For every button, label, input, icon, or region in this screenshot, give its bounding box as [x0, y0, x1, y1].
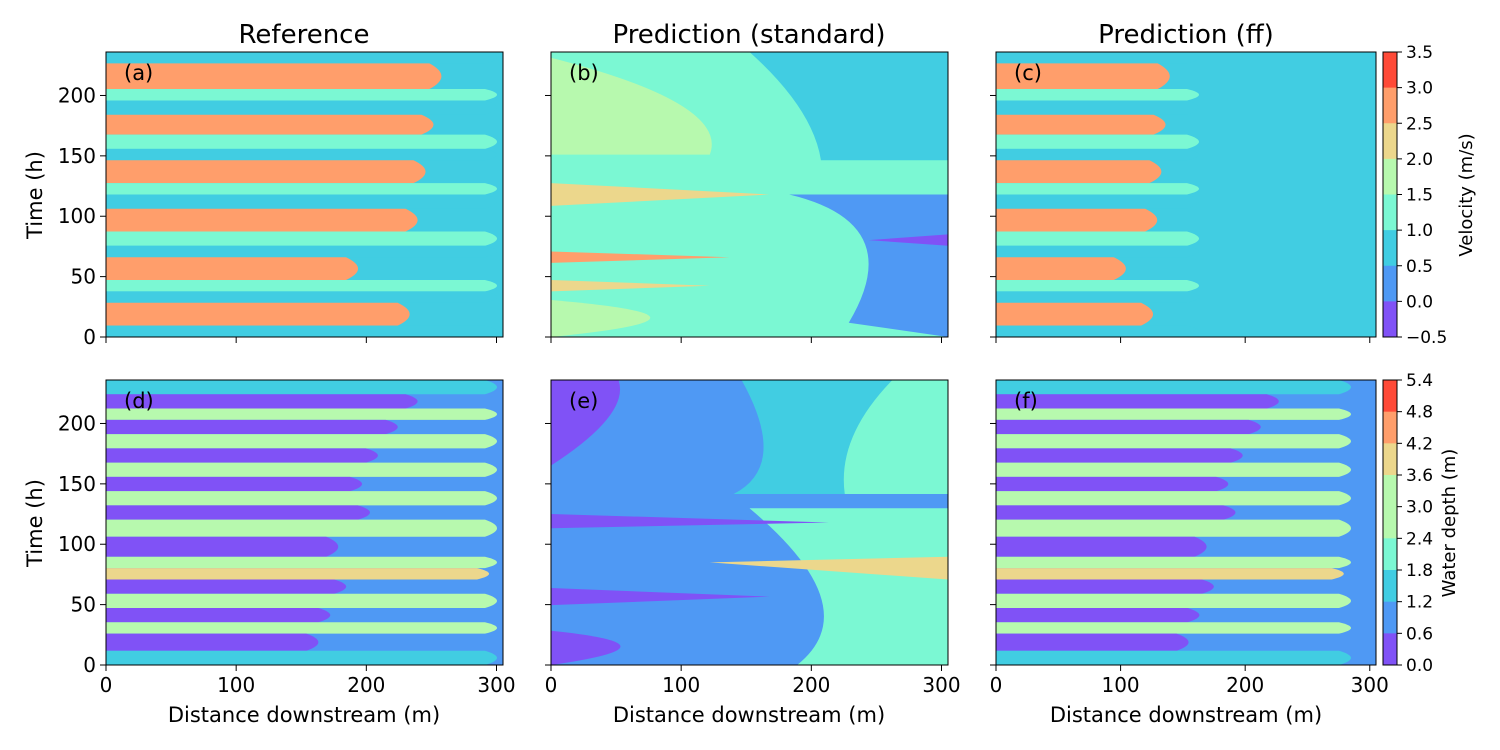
colorbar-tick-label: 5.4	[1406, 371, 1433, 391]
plot-frame	[995, 379, 1377, 666]
y-axis-label-top: Time (h)	[23, 151, 47, 240]
colorbar-label-velocity: Velocity (m/s)	[1456, 133, 1477, 256]
plot-frame	[105, 379, 504, 666]
x-tick-label: 0	[990, 673, 1003, 697]
x-tick-label: 100	[217, 673, 255, 697]
panel-label: (a)	[124, 61, 153, 85]
colorbar-segment	[1383, 194, 1397, 231]
colorbar-tick-label: 3.0	[1406, 79, 1433, 99]
y-tick-label: 0	[83, 325, 96, 349]
colorbar-segment	[1383, 443, 1397, 476]
colorbar-tick-label: 2.4	[1406, 529, 1433, 549]
x-tick-label: 200	[347, 673, 385, 697]
panel-a: (a) 0 50 100 150 200	[58, 51, 504, 349]
y-tick-label: 100	[58, 204, 96, 228]
colorbar-segment	[1383, 265, 1397, 302]
x-axis-label-d: Distance downstream (m)	[168, 703, 440, 727]
panel-b: (b)	[545, 51, 949, 343]
colorbar-tick-label: 2.5	[1406, 114, 1433, 134]
plot-frame	[105, 51, 504, 338]
y-axis-label-bottom: Time (h)	[23, 479, 47, 568]
panel-label: (f)	[1014, 389, 1038, 413]
x-tick-label: 300	[1351, 673, 1389, 697]
y-tick-label: 50	[71, 593, 96, 617]
column-title-reference: Reference	[239, 20, 370, 50]
colorbar-tick-label: 3.0	[1406, 498, 1433, 518]
x-tick-label: 0	[545, 673, 558, 697]
colorbar-tick-label: 1.2	[1406, 593, 1433, 613]
colorbar-tick-label: 0.6	[1406, 624, 1433, 644]
colorbar-segment	[1383, 475, 1397, 508]
colorbar-tick-label: 4.8	[1406, 403, 1433, 423]
y-tick-label: 150	[58, 472, 96, 496]
colorbar-segment	[1383, 570, 1397, 603]
colorbar-segment	[1383, 301, 1397, 338]
colorbar-frame	[1382, 379, 1398, 666]
column-title-ff: Prediction (ff)	[1098, 20, 1274, 50]
colorbar-tick-label: 3.6	[1406, 466, 1433, 486]
colorbar-tick-label: 3.5	[1406, 43, 1433, 63]
column-title-standard: Prediction (standard)	[612, 20, 885, 50]
x-tick-label: 100	[1101, 673, 1139, 697]
colorbar-segment	[1383, 411, 1397, 444]
colorbar-label-depth: Water depth (m)	[1439, 449, 1460, 598]
colorbar-tick-label: 1.0	[1406, 221, 1433, 241]
colorbar-tick-label: 0.5	[1406, 257, 1433, 277]
y-tick-label: 100	[58, 532, 96, 556]
colorbar-tick-label: 1.5	[1406, 186, 1433, 206]
colorbar-tick-label: −0.5	[1406, 328, 1447, 348]
y-tick-label: 200	[58, 411, 96, 435]
plot-frame	[550, 379, 949, 666]
colorbar-tick-label: 1.8	[1406, 561, 1433, 581]
y-tick-label: 0	[83, 653, 96, 677]
colorbar-segment	[1383, 230, 1397, 267]
panel-e: (e) 0 100 200 300	[545, 379, 961, 697]
panel-label: (b)	[569, 61, 599, 85]
panel-f: (f) 0 100 200 300	[990, 379, 1389, 697]
y-tick-label: 200	[58, 83, 96, 107]
colorbar-segment	[1383, 158, 1397, 195]
colorbar-segment	[1383, 633, 1397, 666]
colorbar-segment	[1383, 52, 1397, 89]
colorbar-segment	[1383, 538, 1397, 571]
x-tick-label: 200	[1226, 673, 1264, 697]
panel-d: (d) 0 100 200 300 0 50 100 150 200	[58, 379, 516, 697]
colorbar-tick-label: 2.0	[1406, 150, 1433, 170]
x-tick-label: 200	[792, 673, 830, 697]
x-axis-label-f: Distance downstream (m)	[1050, 703, 1322, 727]
x-tick-label: 300	[922, 673, 960, 697]
colorbar-depth: 5.4 4.8 4.2 3.6 3.0 2.4 1.8 1.2 0.6 0.0	[1382, 371, 1433, 676]
panel-label: (d)	[124, 389, 154, 413]
y-tick-label: 50	[71, 265, 96, 289]
colorbar-segment	[1383, 601, 1397, 634]
x-axis-label-e: Distance downstream (m)	[613, 703, 885, 727]
colorbar-velocity: 3.5 3.0 2.5 2.0 1.5 1.0 0.5 0.0 −0.5	[1382, 43, 1447, 348]
colorbar-tick-label: 0.0	[1406, 656, 1433, 676]
panel-label: (c)	[1014, 61, 1042, 85]
panel-label: (e)	[569, 389, 598, 413]
colorbar-segment	[1383, 380, 1397, 413]
panel-c: (c)	[990, 51, 1377, 343]
x-tick-label: 100	[662, 673, 700, 697]
y-tick-label: 150	[58, 144, 96, 168]
colorbar-segment	[1383, 123, 1397, 160]
colorbar-tick-label: 0.0	[1406, 292, 1433, 312]
plot-frame	[995, 51, 1377, 338]
plot-frame	[550, 51, 949, 338]
colorbar-segment	[1383, 87, 1397, 124]
colorbar-segment	[1383, 506, 1397, 539]
x-tick-label: 300	[477, 673, 515, 697]
x-tick-label: 0	[100, 673, 113, 697]
colorbar-tick-label: 4.2	[1406, 434, 1433, 454]
